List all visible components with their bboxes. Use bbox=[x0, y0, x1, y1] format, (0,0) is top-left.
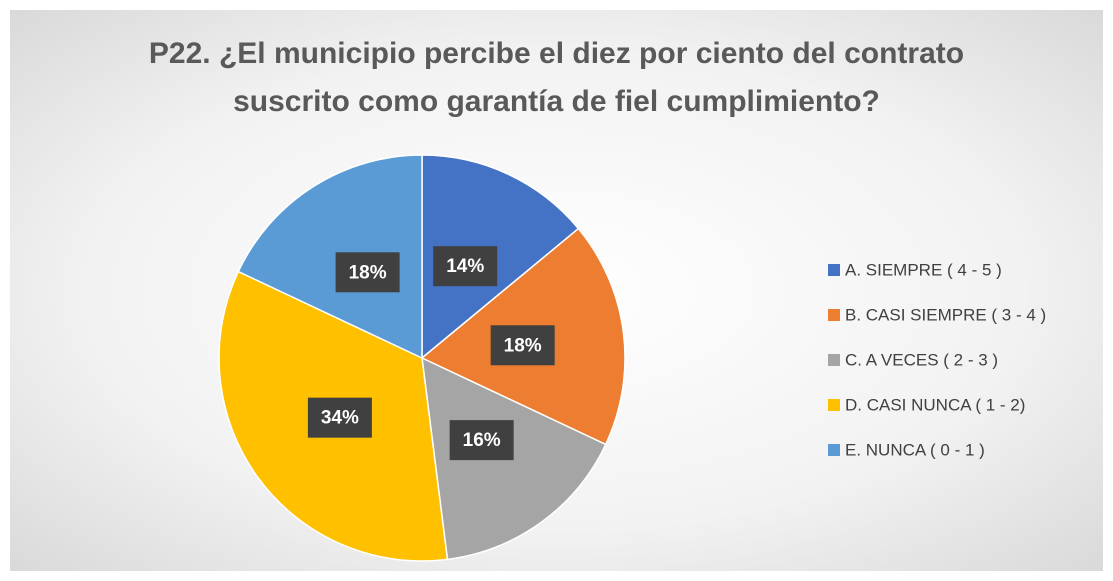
value-label-box bbox=[335, 252, 400, 293]
pie-slice bbox=[421, 356, 607, 561]
legend-label: C. A VECES ( 2 - 3 ) bbox=[845, 350, 998, 369]
legend-swatch bbox=[828, 354, 840, 366]
legend-label: B. CASI SIEMPRE ( 3 - 4 ) bbox=[845, 305, 1046, 324]
pie-slice bbox=[237, 154, 423, 360]
legend-swatch bbox=[828, 309, 840, 321]
legend-swatch bbox=[828, 399, 840, 411]
value-label-box bbox=[490, 325, 555, 366]
chart-title: P22. ¿El municipio percibe el diez por c… bbox=[148, 37, 965, 118]
value-label: 34% bbox=[321, 408, 359, 429]
value-label-box bbox=[449, 420, 514, 461]
value-label: 16% bbox=[463, 430, 501, 451]
value-label-box bbox=[433, 246, 498, 287]
legend-label: E. NUNCA ( 0 - 1 ) bbox=[845, 440, 985, 459]
legend-swatch bbox=[828, 264, 840, 276]
value-label: 18% bbox=[504, 335, 542, 356]
legend-label: D. CASI NUNCA ( 1 - 2) bbox=[845, 395, 1025, 414]
value-label: 14% bbox=[446, 256, 484, 277]
legend-swatch bbox=[828, 444, 840, 456]
value-label-box bbox=[307, 397, 372, 438]
pie-slice bbox=[421, 154, 580, 360]
value-label: 18% bbox=[349, 262, 387, 283]
title-box: P22. ¿El municipio percibe el diez por c… bbox=[0, 30, 1113, 126]
legend-label: A. SIEMPRE ( 4 - 5 ) bbox=[845, 260, 1002, 279]
